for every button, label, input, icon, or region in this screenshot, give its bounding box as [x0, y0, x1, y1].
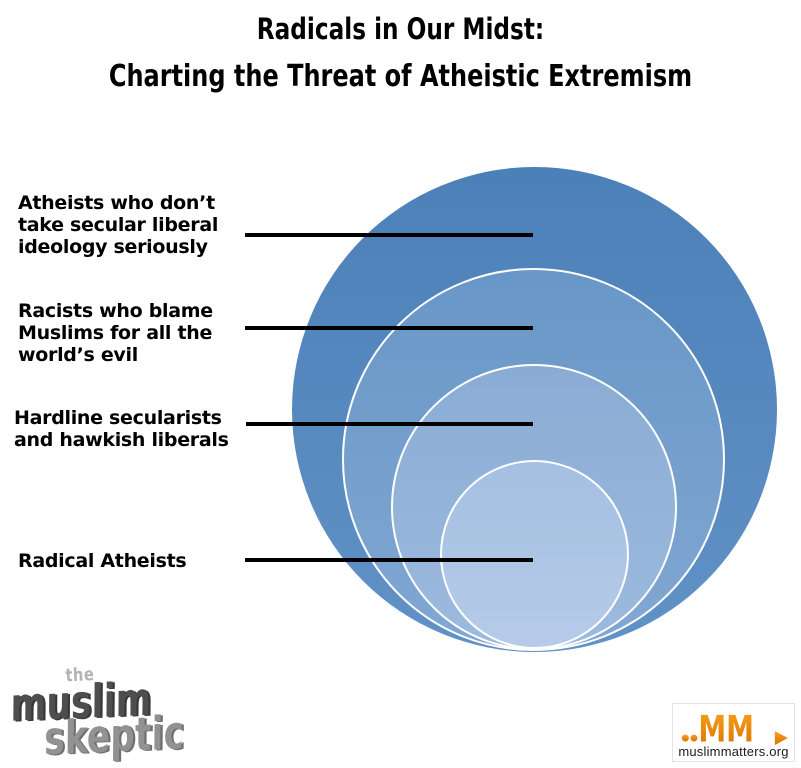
- label-line: Racists who blame: [18, 300, 213, 322]
- label-line: Radical Atheists: [18, 550, 187, 572]
- title-line-1: Radicals in Our Midst:: [256, 12, 545, 46]
- ring-label-ring-3: Hardline secularists and hawkish liberal…: [14, 407, 229, 451]
- label-line: Atheists who don’t: [18, 192, 215, 214]
- ring-label-ring-2: Racists who blame Muslims for all the wo…: [18, 300, 213, 366]
- leading-dots-icon: [681, 734, 697, 742]
- mm-logo-mark: MM: [681, 708, 788, 745]
- circle-innermost: [440, 460, 629, 649]
- label-line: and hawkish liberals: [14, 429, 229, 451]
- label-line: world’s evil: [18, 344, 138, 366]
- callout-line-ring-2: [245, 326, 533, 330]
- muslimmatters-logo: MM muslimmatters.org: [672, 703, 795, 762]
- label-line: Muslims for all the: [18, 322, 213, 344]
- title-line-2: Charting the Threat of Atheistic Extremi…: [108, 59, 693, 94]
- callout-line-outermost: [245, 233, 533, 237]
- mm-letters: MM: [698, 708, 754, 745]
- mm-domain-text: muslimmatters.org: [678, 744, 789, 759]
- callout-line-ring-3: [246, 422, 533, 426]
- ring-label-innermost: Radical Atheists: [18, 550, 187, 572]
- label-line: Hardline secularists: [14, 407, 222, 429]
- callout-line-innermost: [245, 558, 533, 562]
- page-title: Radicals in Our Midst: Charting the Thre…: [0, 12, 801, 95]
- ring-label-outermost: Atheists who don’t take secular liberal …: [18, 192, 218, 258]
- label-line: take secular liberal: [18, 214, 219, 236]
- logo-word-skeptic: skeptic: [44, 705, 185, 766]
- arrow-right-icon: [755, 731, 788, 745]
- label-line: ideology seriously: [18, 236, 208, 258]
- muslim-skeptic-logo: the muslim skeptic: [8, 659, 232, 766]
